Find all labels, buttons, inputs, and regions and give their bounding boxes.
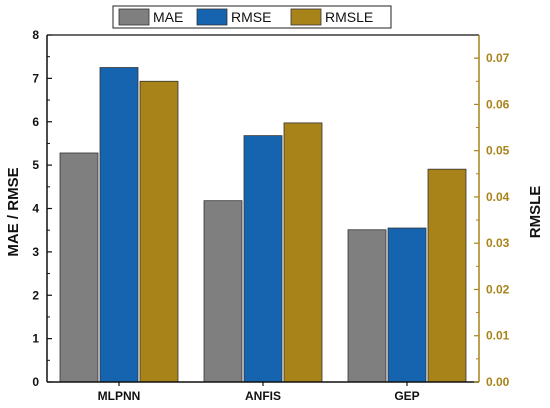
legend-swatch-mae [118, 8, 150, 26]
bar-mae-anfis [203, 200, 243, 383]
tick-label-right: 0.03 [486, 236, 510, 250]
tick-label-left: 4 [32, 202, 39, 216]
bar-rmsle-anfis [283, 122, 323, 383]
legend-label-mae: MAE [153, 9, 183, 25]
y-axis-title-left: MAE / RMSE [5, 167, 22, 256]
tick-label-right: 0.06 [486, 97, 510, 111]
category-label: ANFIS [245, 389, 281, 403]
legend-swatch-rmsle [290, 8, 322, 26]
tick-label-left: 3 [32, 245, 39, 259]
tick-label-right: 0.07 [486, 51, 510, 65]
tick-label-right: 0.01 [486, 329, 510, 343]
tick-label-left: 2 [32, 288, 39, 302]
tick-label-right: 0.04 [486, 190, 510, 204]
tick-label-left: 7 [32, 71, 39, 85]
bar-mae-mlpnn [59, 152, 99, 383]
bar-rmsle-gep [427, 168, 467, 383]
y-axis-title-right: RMSLE [527, 186, 544, 239]
legend-box [112, 5, 392, 29]
bar-rmse-gep [387, 227, 427, 383]
tick-label-right: 0.00 [486, 375, 510, 389]
bar-rmse-anfis [243, 135, 283, 383]
bar-rmsle-mlpnn [139, 80, 179, 383]
tick-label-left: 6 [32, 115, 39, 129]
bar-rmse-mlpnn [99, 67, 139, 383]
tick-label-left: 0 [32, 375, 39, 389]
tick-label-left: 8 [32, 28, 39, 42]
tick-label-right: 0.02 [486, 282, 510, 296]
category-label: GEP [394, 389, 419, 403]
legend-swatch-rmse [196, 8, 228, 26]
legend-label-rmsle: RMSLE [325, 9, 373, 25]
axes: 0 1 2 3 4 5 6 7 8 0.00 0.01 0.02 0.03 0.04 0.05 0.06 0.0… [32, 28, 509, 403]
category-label: MLPNN [98, 389, 141, 403]
tick-label-left: 1 [32, 332, 39, 346]
bars [59, 67, 467, 383]
legend-label-rmse: RMSE [231, 9, 271, 25]
legend: MAE RMSE RMSLE [112, 5, 392, 29]
tick-label-left: 5 [32, 158, 39, 172]
bar-mae-gep [347, 229, 387, 383]
tick-label-right: 0.05 [486, 144, 510, 158]
